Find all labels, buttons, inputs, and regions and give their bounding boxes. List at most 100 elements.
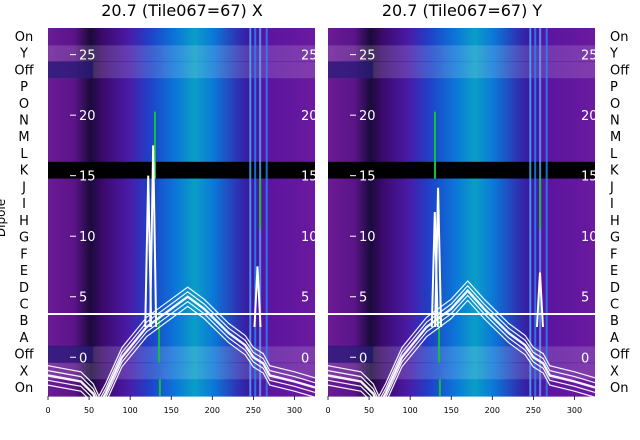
overlay-tick-label: 5	[359, 291, 367, 306]
heatmap-row	[328, 44, 595, 63]
green-marker	[438, 312, 441, 363]
row-label: H	[19, 214, 29, 229]
heatmap-row	[328, 94, 595, 113]
flagged-row-cell	[328, 161, 595, 180]
overlay-tick-label-right: 20	[301, 109, 318, 124]
x-tick-label: 200	[485, 406, 500, 415]
heatmap-row	[48, 145, 315, 163]
overlay-tick-label: 25	[79, 49, 96, 64]
heatmap-row	[328, 212, 595, 230]
trace-line	[47, 286, 316, 398]
overlay-tick-label: 0	[79, 351, 87, 366]
row-label: M	[610, 130, 621, 145]
overlay-tick-label-right: 10	[301, 230, 318, 245]
panel-title: 20.7 (Tile067=67) Y	[382, 1, 543, 20]
overlay-tick-label: 20	[79, 109, 96, 124]
trace-line	[327, 288, 596, 409]
row-label: H	[610, 214, 620, 229]
heatmap-row	[48, 128, 315, 146]
row-label: A	[20, 331, 29, 346]
x-tick-label: 50	[84, 406, 94, 415]
overlay-tick-label: 15	[359, 170, 376, 185]
x-tick-label: 300	[567, 406, 582, 415]
trace-spike	[149, 145, 158, 328]
row-label: X	[20, 364, 29, 379]
heatmap-row	[328, 228, 595, 247]
row-label: E	[20, 264, 28, 279]
row-label: G	[19, 231, 29, 246]
row-label: C	[19, 298, 28, 313]
row-label: D	[19, 281, 29, 296]
overlay-tick-label-right: 15	[301, 170, 318, 185]
panel-y: 20.7 (Tile067=67) Y OnYOffPONMLKJIHGFEDC…	[325, 1, 630, 417]
heatmap-row	[48, 28, 315, 46]
trace-line	[47, 295, 316, 409]
band-edge-line	[254, 28, 257, 396]
trace-line	[327, 284, 596, 403]
row-label: N	[610, 114, 620, 129]
green-marker	[539, 178, 542, 229]
row-label: D	[610, 281, 620, 296]
band-edge-line	[249, 28, 252, 396]
row-label: On	[15, 381, 33, 396]
overlay-tick-label-right: 25	[301, 49, 318, 64]
x-tick-label: 150	[164, 406, 179, 415]
x-tick-label: 100	[123, 406, 138, 415]
trace-spike	[434, 187, 443, 328]
overlay-tick-label-right: 5	[301, 291, 309, 306]
y-axis-label: Dipole	[0, 199, 8, 237]
row-label: O	[19, 97, 29, 112]
heatmap-row	[48, 195, 315, 213]
trace-line	[327, 294, 596, 412]
overlay-tick-label: 15	[79, 170, 96, 185]
row-label: P	[610, 80, 618, 95]
heatmap-row	[328, 28, 595, 46]
heatmap-row	[48, 262, 315, 280]
heatmap-row	[328, 262, 595, 280]
heatmap-row	[48, 278, 315, 297]
heatmap-row	[48, 228, 315, 247]
overlay-tick-label-right: 0	[581, 351, 589, 366]
row-label: L	[20, 147, 28, 162]
band-edge-line	[534, 28, 537, 396]
x-axis-ticks: 0 50 100 150 200 250 300	[45, 396, 302, 415]
x-tick-label: 200	[205, 406, 220, 415]
trace-spike	[535, 272, 544, 328]
row-label: X	[610, 364, 619, 379]
heatmap-row	[328, 111, 595, 129]
band-edge-line	[529, 28, 532, 396]
x-tick-label: 250	[246, 406, 261, 415]
heatmap-row	[328, 329, 595, 347]
off-row-shade	[48, 61, 94, 79]
row-label: Y	[19, 47, 28, 62]
overlay-tick-label-right: 20	[581, 109, 598, 124]
overlay-tick-label-right: 5	[581, 291, 589, 306]
off-row-shade	[328, 61, 374, 79]
overlay-tick-label-right: 0	[301, 351, 309, 366]
green-marker	[259, 178, 262, 229]
row-label: On	[610, 381, 628, 396]
heatmap-row	[48, 111, 315, 129]
row-label: Off	[14, 348, 34, 363]
row-label: F	[610, 247, 617, 262]
green-marker	[433, 111, 436, 179]
x-axis-ticks: 0 50 100 150 200 250 300	[325, 396, 582, 415]
panel-title: 20.7 (Tile067=67) X	[101, 1, 263, 20]
trace-line	[47, 305, 316, 417]
x-tick-label: 300	[287, 406, 302, 415]
row-label: Y	[609, 47, 618, 62]
heatmap-row	[48, 212, 315, 230]
x-tick-label: 150	[444, 406, 459, 415]
overlay-tick-label: 25	[359, 49, 376, 64]
off-row-shade	[48, 345, 94, 363]
heatmap-row	[328, 61, 595, 79]
overlay-tick-label: 0	[359, 351, 367, 366]
x-tick-label: 100	[403, 406, 418, 415]
heatmap-row	[328, 128, 595, 146]
heatmap-row	[48, 312, 315, 330]
row-label: J	[609, 180, 614, 195]
trace-line	[327, 280, 596, 398]
row-label: C	[610, 298, 619, 313]
